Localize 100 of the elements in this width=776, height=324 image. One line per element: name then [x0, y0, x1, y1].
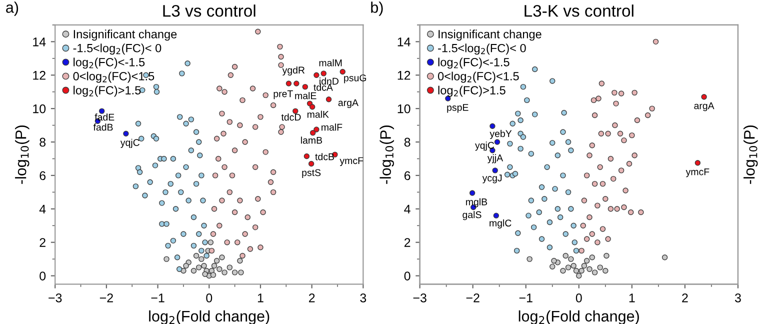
point: [515, 230, 521, 236]
point: [198, 256, 204, 262]
point: [578, 248, 584, 254]
point: [598, 80, 605, 86]
point: [172, 206, 179, 212]
point: [252, 164, 258, 170]
point: [493, 212, 500, 218]
point: [222, 164, 228, 170]
point: [190, 214, 197, 220]
legend-label: log$_{2}$(FC)<-1.5: [438, 58, 510, 69]
point: [214, 258, 220, 264]
point: [186, 198, 192, 204]
annotation: tdcA: [314, 84, 333, 91]
point: [184, 60, 190, 66]
point: [216, 266, 222, 272]
point: [252, 224, 258, 230]
point: [662, 254, 668, 260]
point: [504, 172, 510, 178]
point: [242, 231, 248, 237]
point: [614, 206, 620, 212]
point: [492, 168, 498, 174]
point: [278, 54, 284, 60]
legend-label: Insignificant change: [438, 30, 542, 41]
x-tick-label: 3: [360, 294, 366, 302]
point: [220, 130, 226, 136]
point: [512, 170, 518, 177]
point: [142, 192, 148, 198]
point: [538, 184, 545, 190]
point: [260, 209, 266, 216]
point: [202, 271, 208, 277]
point: [147, 179, 153, 185]
point: [198, 248, 204, 254]
annotation: tdcD: [281, 113, 301, 121]
point: [634, 117, 640, 124]
chart-title: L3-K vs control: [524, 4, 634, 17]
point: [598, 130, 604, 136]
point: [565, 189, 572, 196]
point: [135, 120, 142, 126]
point: [652, 38, 659, 45]
point: [586, 266, 592, 272]
point: [237, 258, 243, 264]
point: [544, 164, 550, 170]
point: [154, 88, 160, 95]
point: [626, 160, 632, 167]
point: [183, 120, 189, 126]
point: [240, 97, 246, 104]
point: [175, 172, 182, 178]
point: [135, 165, 142, 171]
point: [536, 209, 542, 216]
point: [174, 254, 180, 260]
point: [222, 270, 228, 276]
legend-label: 0<log$_{2}$(FC)<1.5: [438, 72, 519, 83]
annotation: preT: [274, 90, 293, 100]
y-tick-label: 12: [398, 70, 410, 80]
point: [294, 80, 300, 86]
point: [694, 160, 701, 166]
point: [190, 242, 197, 249]
point: [177, 114, 183, 120]
annotation: lamB: [301, 136, 322, 144]
point: [180, 231, 186, 237]
y-tick-label: 2: [404, 238, 410, 247]
point: [532, 112, 538, 118]
point: [216, 156, 222, 162]
point: [153, 136, 160, 142]
point: [304, 153, 310, 160]
annotation: ymcF: [686, 168, 710, 178]
point: [586, 152, 592, 158]
point: [565, 264, 572, 270]
point: [565, 139, 572, 145]
point: [198, 172, 204, 178]
point: [268, 179, 274, 185]
y-tick-label: 0: [40, 272, 46, 280]
point: [238, 270, 244, 276]
point: [308, 160, 314, 167]
point: [610, 176, 616, 182]
point: [605, 130, 611, 136]
point: [568, 256, 574, 262]
point: [226, 189, 233, 196]
point: [590, 97, 597, 104]
point: [594, 202, 600, 208]
point: [621, 137, 627, 144]
point: [570, 222, 576, 228]
point: [234, 239, 240, 246]
point: [136, 169, 143, 175]
point: [602, 268, 608, 274]
point: [592, 112, 598, 118]
point: [507, 164, 513, 170]
y-tick-label: 6: [40, 171, 46, 180]
point: [200, 198, 206, 204]
point: [532, 66, 538, 72]
point: [649, 106, 655, 112]
annotation: ycgJ: [482, 174, 502, 184]
y-tick-label: 12: [33, 70, 46, 80]
point: [510, 120, 516, 126]
chart-title: L3 vs control: [163, 4, 256, 17]
legend-label: -1.5<log$_{2}$(FC)< 0: [73, 44, 162, 55]
point: [255, 28, 261, 34]
point: [554, 152, 561, 158]
y-tick-label: 0: [404, 272, 410, 280]
point: [340, 68, 346, 75]
